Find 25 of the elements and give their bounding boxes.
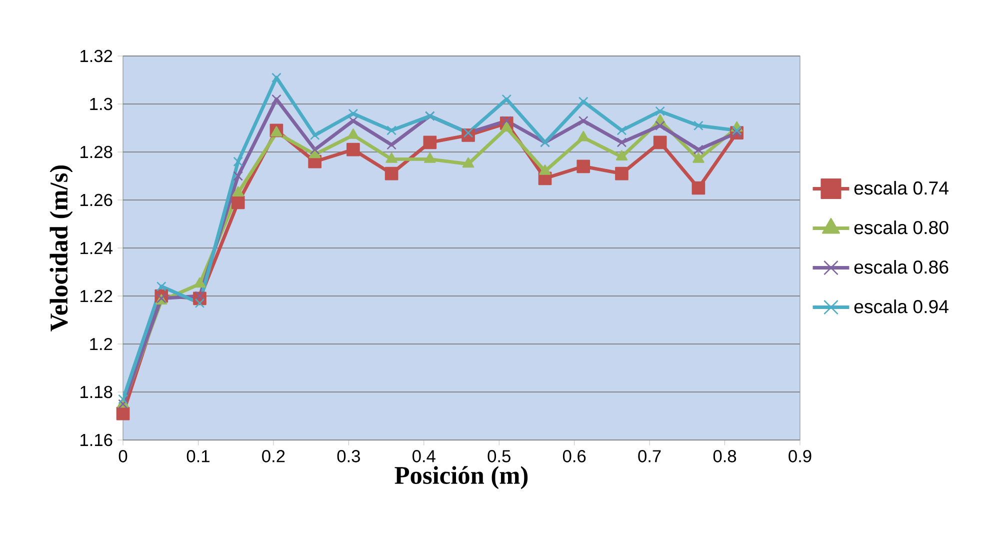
x-tick-label: 0.3 — [337, 450, 360, 462]
x-tick-label: 0.2 — [262, 450, 285, 462]
y-tick-label: 1.24 — [80, 242, 112, 254]
legend-label: escala 0.74 — [854, 180, 948, 195]
legend-label: escala 0.80 — [854, 220, 948, 234]
x-tick-label: 0.5 — [488, 450, 510, 462]
y-tick-label: 1.2 — [90, 338, 112, 350]
legend-label: escala 0.94 — [854, 300, 948, 314]
y-tick-label: 1.3 — [90, 98, 112, 110]
y-tick-label: 1.32 — [80, 50, 112, 62]
x-tick-label: 0.7 — [638, 450, 661, 462]
y-tick-label: 1.18 — [80, 386, 112, 398]
y-axis-title: Velocidad (m/s) — [50, 165, 73, 332]
x-tick-label: 0.8 — [713, 450, 736, 462]
x-tick-label: 0 — [118, 450, 128, 462]
x-tick-label: 0.9 — [788, 450, 812, 462]
x-axis-title: Posición (m) — [394, 466, 528, 490]
x-tick-label: 0.4 — [412, 450, 436, 462]
y-tick-label: 1.16 — [80, 434, 112, 446]
y-tick-label: 1.26 — [80, 194, 112, 206]
x-tick-label: 0.1 — [186, 450, 210, 462]
y-tick-label: 1.28 — [80, 146, 112, 158]
y-tick-label: 1.22 — [80, 290, 112, 302]
legend-label: escala 0.86 — [854, 260, 948, 274]
x-tick-label: 0.6 — [562, 450, 586, 462]
